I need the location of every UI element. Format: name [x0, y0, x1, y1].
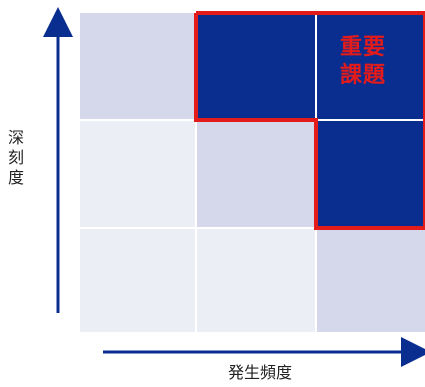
matrix-cell-r2-c1: [80, 121, 195, 227]
important-issues-label: 重要 課題: [339, 35, 386, 88]
x-axis-label: 発生頻度: [227, 363, 292, 382]
matrix-cell-r2-c2: [197, 121, 315, 227]
matrix-cell-r3-c3: [317, 229, 425, 332]
y-axis-label: 深 刻 度: [7, 128, 24, 187]
matrix-cell-r1-c2: [197, 13, 315, 119]
matrix-cell-r2-c3: [317, 121, 425, 227]
matrix-cell-r3-c2: [197, 229, 315, 332]
matrix-cell-r1-c1: [80, 13, 195, 119]
matrix-cell-r3-c1: [80, 229, 195, 332]
